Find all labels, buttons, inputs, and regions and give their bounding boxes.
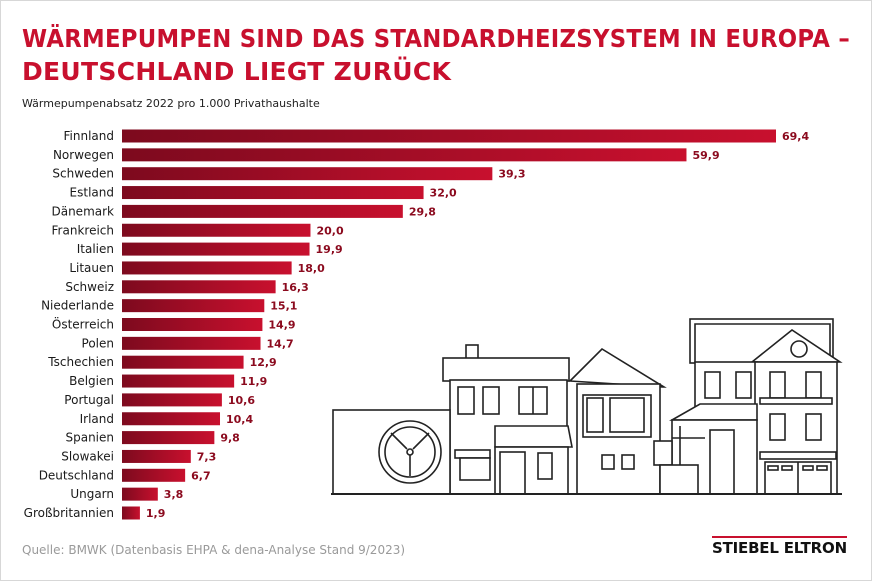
category-label: Schweden [52,167,114,181]
bar [122,412,221,426]
category-label: Polen [82,336,114,350]
value-label: 11,9 [240,375,267,388]
value-label: 39,3 [498,168,525,181]
category-label: Estland [70,186,114,200]
value-label: 10,6 [228,394,255,407]
bar [122,129,776,143]
value-label: 7,3 [197,450,217,463]
bar [122,374,235,388]
logo-text: STIEBEL ELTRON [712,539,847,557]
bar [122,506,140,520]
value-label: 16,3 [282,281,309,294]
value-label: 6,7 [191,469,211,482]
value-label: 14,9 [268,319,295,332]
value-label: 1,9 [146,507,166,520]
bar [122,336,261,350]
category-label: Niederlande [41,299,114,313]
value-label: 20,0 [316,224,343,237]
bar [122,186,424,200]
category-label: Dänemark [51,204,114,218]
category-label: Frankreich [52,223,114,237]
source-note: Quelle: BMWK (Datenbasis EHPA & dena-Ana… [22,543,406,557]
bar [122,280,276,294]
bar [122,431,215,445]
chart-title-line-1: WÄRMEPUMPEN SIND DAS STANDARDHEIZSYSTEM … [22,24,850,53]
category-label: Finnland [64,129,114,143]
category-label: Litauen [69,261,114,275]
value-label: 32,0 [430,187,457,200]
value-label: 59,9 [692,149,719,162]
bar [122,204,403,218]
bar [122,487,158,501]
bar [122,148,687,162]
value-label: 9,8 [220,432,240,445]
category-label: Irland [80,412,114,426]
category-label: Norwegen [53,148,114,162]
value-label: 29,8 [409,205,436,218]
category-label: Portugal [64,393,114,407]
bar [122,223,311,237]
value-label: 12,9 [250,356,277,369]
value-label: 69,4 [782,130,809,143]
bar [122,167,493,181]
bar [122,468,186,482]
bar [122,449,191,463]
category-label: Großbritannien [24,506,114,520]
category-label: Slowakei [61,449,114,463]
category-label: Schweiz [65,280,114,294]
value-label: 10,4 [226,413,253,426]
value-label: 14,7 [267,337,294,350]
category-label: Spanien [65,431,114,445]
bar [122,318,263,331]
category-label: Italien [77,242,114,256]
bar [122,261,292,275]
chart-subtitle: Wärmepumpenabsatz 2022 pro 1.000 Privath… [22,97,320,110]
category-label: Österreich [52,316,114,332]
bar [122,355,244,369]
bar [122,393,222,407]
houses-illustration [331,318,843,495]
category-label: Ungarn [70,487,114,501]
bar [122,299,265,313]
value-label: 3,8 [164,488,184,501]
category-label: Deutschland [39,468,114,482]
bar [122,242,310,256]
stiebel-eltron-logo: STIEBEL ELTRON [712,536,847,557]
chart-title-line-2: DEUTSCHLAND LIEGT ZURÜCK [22,57,452,86]
chart-title: WÄRMEPUMPEN SIND DAS STANDARDHEIZSYSTEM … [22,22,850,88]
value-label: 19,9 [316,243,343,256]
category-label: Belgien [69,374,114,388]
category-label: Tschechien [47,355,114,369]
value-label: 15,1 [270,300,297,313]
value-label: 18,0 [298,262,325,275]
